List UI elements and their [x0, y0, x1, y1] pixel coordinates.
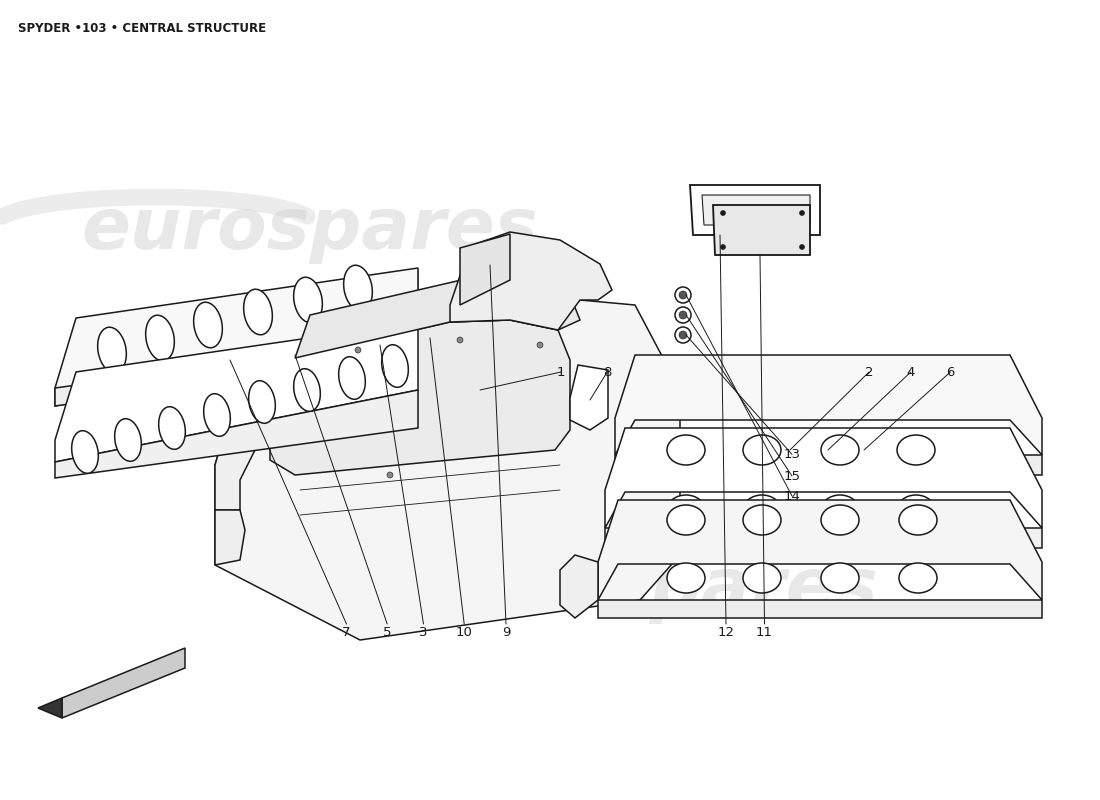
Polygon shape — [570, 365, 608, 430]
Ellipse shape — [158, 406, 185, 450]
Ellipse shape — [742, 495, 781, 525]
Ellipse shape — [667, 435, 705, 465]
Ellipse shape — [800, 245, 804, 250]
Polygon shape — [214, 510, 245, 565]
Text: eurospares: eurospares — [421, 555, 879, 625]
Ellipse shape — [821, 505, 859, 535]
Polygon shape — [214, 380, 270, 510]
Polygon shape — [214, 300, 680, 640]
Ellipse shape — [896, 435, 935, 465]
Text: 7: 7 — [342, 626, 351, 638]
Polygon shape — [560, 555, 598, 618]
Ellipse shape — [679, 311, 688, 319]
Polygon shape — [270, 320, 570, 475]
Text: eurospares: eurospares — [81, 195, 538, 265]
Polygon shape — [55, 390, 418, 478]
Ellipse shape — [742, 505, 781, 535]
Polygon shape — [615, 455, 1042, 475]
Ellipse shape — [537, 342, 543, 348]
Polygon shape — [605, 528, 1042, 548]
Ellipse shape — [343, 266, 373, 310]
Ellipse shape — [145, 315, 175, 361]
Ellipse shape — [667, 563, 705, 593]
Text: 11: 11 — [756, 626, 773, 638]
Ellipse shape — [243, 290, 273, 334]
Text: 3: 3 — [419, 626, 428, 638]
Ellipse shape — [249, 381, 275, 423]
Text: 9: 9 — [502, 626, 510, 638]
Polygon shape — [55, 338, 418, 406]
Ellipse shape — [72, 430, 98, 474]
Text: 6: 6 — [946, 366, 955, 378]
Text: 8: 8 — [603, 366, 612, 378]
Ellipse shape — [675, 287, 691, 303]
Polygon shape — [295, 278, 580, 358]
Ellipse shape — [679, 331, 688, 339]
Polygon shape — [598, 500, 1042, 600]
Ellipse shape — [204, 394, 230, 436]
Text: 4: 4 — [906, 366, 915, 378]
Text: SPYDER •103 • CENTRAL STRUCTURE: SPYDER •103 • CENTRAL STRUCTURE — [18, 22, 266, 35]
Ellipse shape — [720, 245, 726, 250]
Ellipse shape — [821, 563, 859, 593]
Ellipse shape — [355, 347, 361, 353]
Ellipse shape — [667, 495, 705, 525]
Ellipse shape — [294, 369, 320, 411]
Ellipse shape — [387, 472, 393, 478]
Text: 1: 1 — [557, 366, 565, 378]
Polygon shape — [55, 322, 418, 462]
Text: 2: 2 — [865, 366, 873, 378]
Polygon shape — [605, 428, 1042, 528]
Ellipse shape — [675, 307, 691, 323]
Ellipse shape — [675, 327, 691, 343]
Text: 5: 5 — [383, 626, 392, 638]
Polygon shape — [702, 195, 810, 225]
Ellipse shape — [742, 435, 781, 465]
Text: 10: 10 — [455, 626, 473, 638]
Polygon shape — [39, 698, 62, 718]
Ellipse shape — [339, 357, 365, 399]
Polygon shape — [55, 268, 418, 406]
Polygon shape — [598, 600, 1042, 618]
Polygon shape — [713, 205, 810, 255]
Ellipse shape — [899, 505, 937, 535]
Polygon shape — [690, 185, 820, 235]
Ellipse shape — [821, 495, 859, 525]
Text: 14: 14 — [783, 490, 801, 502]
Ellipse shape — [98, 327, 126, 373]
Text: 13: 13 — [783, 448, 801, 461]
Ellipse shape — [821, 435, 859, 465]
Ellipse shape — [742, 563, 781, 593]
Ellipse shape — [382, 345, 408, 387]
Text: 12: 12 — [717, 626, 735, 638]
Ellipse shape — [899, 563, 937, 593]
Text: 15: 15 — [783, 470, 801, 482]
Ellipse shape — [800, 210, 804, 215]
Ellipse shape — [667, 505, 705, 535]
Ellipse shape — [679, 291, 688, 299]
Ellipse shape — [896, 495, 935, 525]
Polygon shape — [460, 234, 510, 305]
Ellipse shape — [114, 418, 141, 462]
Ellipse shape — [720, 210, 726, 215]
Ellipse shape — [294, 278, 322, 322]
Ellipse shape — [456, 337, 463, 343]
Polygon shape — [615, 355, 1042, 455]
Polygon shape — [76, 270, 418, 372]
Polygon shape — [450, 232, 612, 330]
Polygon shape — [62, 648, 185, 718]
Ellipse shape — [194, 302, 222, 348]
